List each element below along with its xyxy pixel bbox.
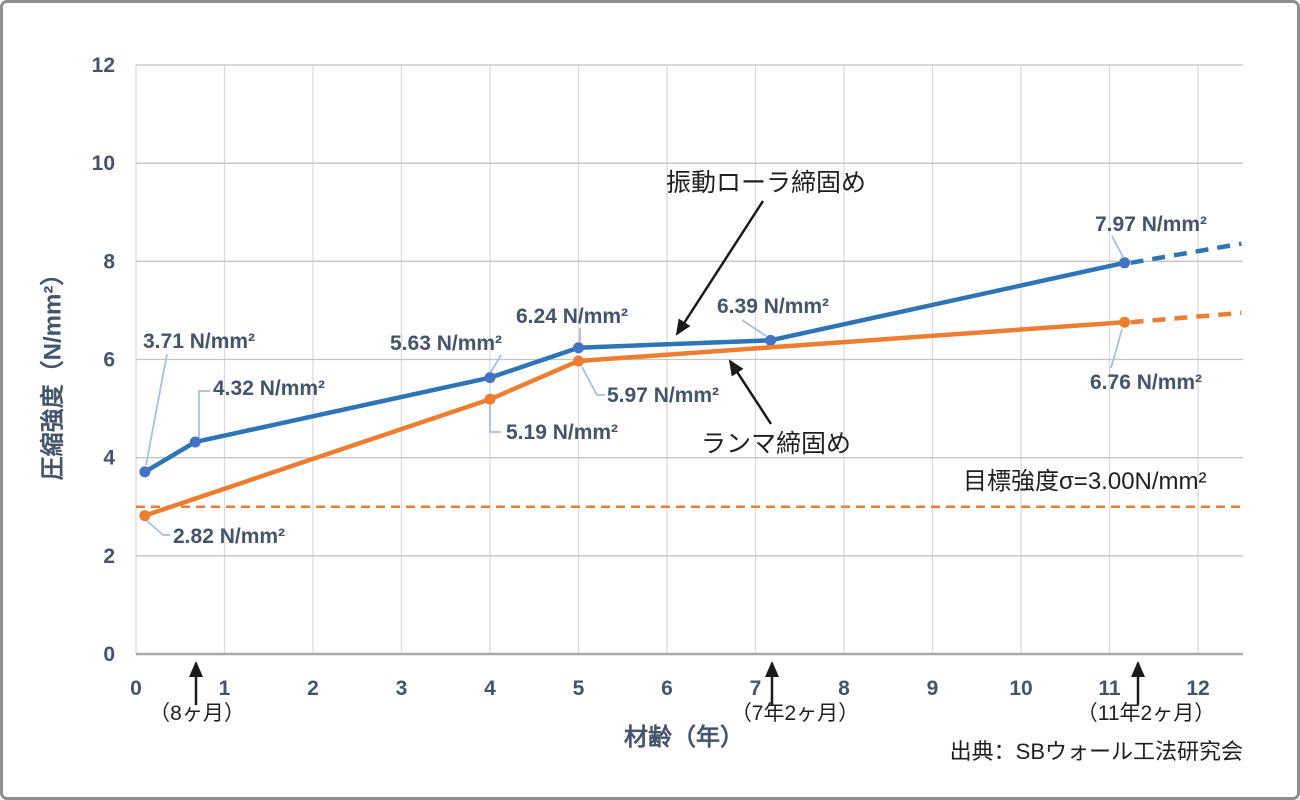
x-tick-label: 11 — [1098, 677, 1121, 700]
x-tick-label: 4 — [484, 677, 496, 700]
data-point-label: 7.97 N/mm² — [1095, 213, 1207, 236]
data-label-leader — [1111, 235, 1124, 258]
x-axis-title: 材齢（年） — [624, 724, 744, 751]
x-tick-label: 7 — [750, 677, 762, 700]
data-point-label: 5.63 N/mm² — [390, 332, 502, 355]
x-tick-label: 2 — [307, 677, 319, 700]
data-label-leader — [1110, 328, 1123, 369]
y-tick-label: 4 — [103, 447, 115, 470]
series-projection-1 — [1130, 310, 1242, 325]
series-callout-label: ランマ締固め — [701, 430, 851, 458]
x-tick-label: 0 — [130, 677, 142, 700]
data-point-marker — [189, 436, 201, 448]
x-tick-label: 6 — [661, 677, 673, 700]
data-label-leader — [145, 353, 168, 466]
x-tick-label: 5 — [573, 677, 585, 700]
series-line-0 — [142, 260, 1127, 475]
data-point-marker — [573, 355, 584, 367]
data-point-label: 3.71 N/mm² — [143, 330, 255, 353]
x-tick-label: 1 — [219, 677, 231, 700]
data-point-marker — [1119, 257, 1131, 269]
data-point-marker — [139, 466, 151, 478]
data-point-marker — [484, 372, 496, 384]
y-tick-label: 12 — [92, 54, 115, 77]
data-label-leader — [741, 319, 767, 337]
axis-annotation-label: （7年2ヶ月） — [731, 702, 859, 725]
axis-annotation-label: （11年2ヶ月） — [1077, 702, 1215, 725]
data-point-marker — [1119, 316, 1131, 328]
series-callout-arrow — [728, 359, 773, 425]
data-point-label: 4.32 N/mm² — [213, 377, 325, 400]
data-point-label: 2.82 N/mm² — [173, 525, 285, 548]
y-tick-label: 0 — [103, 643, 115, 666]
data-point-label: 6.76 N/mm² — [1090, 371, 1202, 394]
x-tick-label: 10 — [1009, 677, 1032, 700]
y-tick-label: 2 — [103, 545, 115, 568]
axis-annotation-label: （8ヶ月） — [149, 702, 245, 725]
x-tick-label: 12 — [1186, 677, 1209, 700]
data-point-label: 5.97 N/mm² — [607, 384, 719, 407]
x-tick-label: 3 — [396, 677, 408, 700]
source-credit: 出典：SBウォール工法研究会 — [949, 739, 1243, 764]
target-strength-label: 目標強度σ=3.00N/mm² — [963, 468, 1207, 495]
data-label-leader — [145, 519, 170, 536]
data-point-marker — [139, 510, 151, 522]
y-tick-label: 10 — [92, 152, 115, 175]
series-callout-label: 振動ローラ締固め — [666, 169, 866, 197]
x-tick-label: 8 — [838, 677, 850, 700]
chart-svg: 3.71 N/mm² 4.32 N/mm² 5.63 N/mm² 6.24 N/mm²… — [92, 54, 1243, 725]
data-label-leader — [489, 405, 501, 433]
data-point-marker — [765, 334, 777, 346]
data-label-leader — [198, 390, 210, 438]
data-label-leader — [581, 366, 605, 396]
y-axis-title: 圧縮強度（N/mm²） — [39, 261, 67, 481]
series-callout-arrow — [675, 200, 765, 336]
data-point-marker — [573, 342, 584, 354]
x-tick-label: 9 — [927, 677, 939, 700]
data-point-label: 6.39 N/mm² — [717, 295, 829, 318]
data-point-label: 6.24 N/mm² — [516, 305, 628, 328]
series-line-1 — [142, 319, 1127, 518]
y-tick-label: 8 — [103, 250, 115, 273]
series-projection-0 — [1130, 241, 1242, 266]
data-point-label: 5.19 N/mm² — [506, 421, 618, 444]
data-label-leader — [490, 354, 502, 373]
y-tick-label: 6 — [103, 349, 115, 372]
data-point-marker — [484, 393, 496, 405]
